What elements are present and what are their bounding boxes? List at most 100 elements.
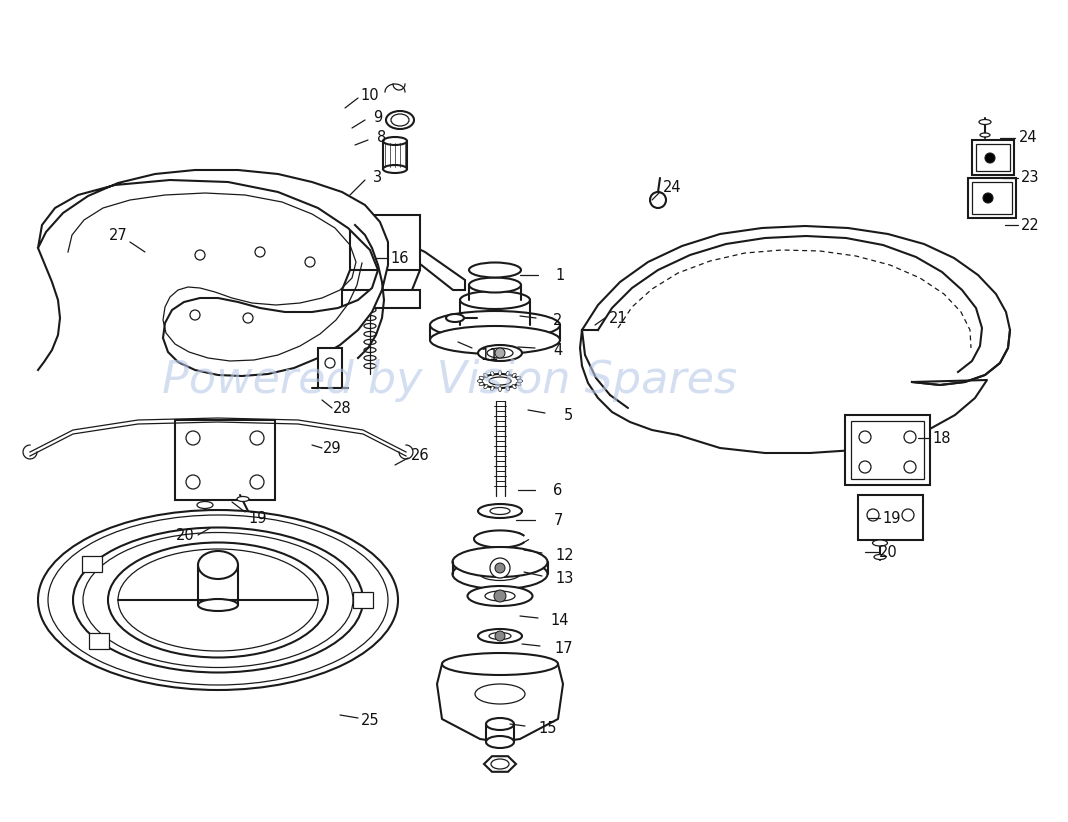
Circle shape bbox=[325, 358, 335, 368]
Circle shape bbox=[305, 257, 315, 267]
Ellipse shape bbox=[499, 371, 502, 376]
Bar bbox=[175, 420, 274, 500]
Ellipse shape bbox=[475, 684, 525, 704]
Text: 14: 14 bbox=[551, 612, 569, 627]
Text: 13: 13 bbox=[555, 570, 575, 585]
Ellipse shape bbox=[487, 348, 513, 358]
Text: 8: 8 bbox=[377, 131, 387, 145]
Text: 7: 7 bbox=[553, 512, 563, 528]
Ellipse shape bbox=[383, 137, 407, 145]
Ellipse shape bbox=[874, 555, 886, 560]
Ellipse shape bbox=[516, 376, 521, 380]
Ellipse shape bbox=[469, 262, 521, 278]
Ellipse shape bbox=[386, 111, 414, 129]
Ellipse shape bbox=[364, 348, 376, 353]
Circle shape bbox=[250, 475, 264, 489]
Circle shape bbox=[983, 193, 993, 203]
Ellipse shape bbox=[364, 355, 376, 361]
Circle shape bbox=[904, 431, 916, 443]
Ellipse shape bbox=[446, 314, 464, 322]
Ellipse shape bbox=[490, 386, 494, 390]
Bar bbox=[90, 633, 109, 649]
Ellipse shape bbox=[38, 510, 398, 690]
Circle shape bbox=[250, 431, 264, 445]
Ellipse shape bbox=[364, 339, 376, 344]
Circle shape bbox=[902, 509, 914, 521]
Polygon shape bbox=[484, 756, 516, 772]
Ellipse shape bbox=[198, 599, 238, 611]
Circle shape bbox=[859, 461, 871, 473]
Polygon shape bbox=[377, 235, 465, 290]
Circle shape bbox=[490, 558, 511, 578]
Ellipse shape bbox=[460, 291, 530, 309]
Ellipse shape bbox=[383, 165, 407, 173]
Ellipse shape bbox=[453, 559, 548, 589]
Ellipse shape bbox=[480, 376, 484, 380]
Text: 12: 12 bbox=[555, 547, 575, 562]
Bar bbox=[318, 348, 342, 388]
Text: 22: 22 bbox=[1021, 218, 1039, 233]
Text: 27: 27 bbox=[109, 228, 127, 242]
Ellipse shape bbox=[108, 543, 328, 658]
Text: 6: 6 bbox=[553, 483, 563, 497]
Text: 9: 9 bbox=[374, 110, 382, 126]
Bar bbox=[350, 215, 420, 270]
Circle shape bbox=[494, 563, 505, 573]
Circle shape bbox=[362, 227, 374, 239]
Text: 15: 15 bbox=[538, 721, 557, 736]
Text: 24: 24 bbox=[662, 181, 681, 196]
Circle shape bbox=[650, 192, 666, 208]
Bar bbox=[972, 182, 1012, 214]
Ellipse shape bbox=[453, 547, 548, 577]
Bar bbox=[82, 556, 103, 572]
Ellipse shape bbox=[499, 386, 502, 391]
Ellipse shape bbox=[364, 307, 376, 312]
Ellipse shape bbox=[491, 759, 509, 769]
Polygon shape bbox=[38, 170, 388, 376]
Text: 1: 1 bbox=[555, 267, 565, 283]
Ellipse shape bbox=[430, 326, 560, 354]
Bar bbox=[858, 495, 923, 540]
Text: 20: 20 bbox=[879, 544, 897, 560]
Text: 19: 19 bbox=[883, 510, 901, 525]
Text: 10: 10 bbox=[361, 87, 379, 103]
Ellipse shape bbox=[469, 278, 521, 293]
Ellipse shape bbox=[478, 629, 522, 643]
Ellipse shape bbox=[490, 507, 511, 515]
Circle shape bbox=[859, 431, 871, 443]
Circle shape bbox=[190, 310, 200, 320]
Ellipse shape bbox=[506, 372, 509, 376]
Circle shape bbox=[494, 590, 506, 602]
Ellipse shape bbox=[486, 736, 514, 748]
Ellipse shape bbox=[512, 385, 516, 389]
Bar bbox=[851, 421, 924, 479]
Ellipse shape bbox=[516, 382, 521, 386]
Ellipse shape bbox=[117, 549, 318, 651]
Bar bbox=[354, 592, 373, 608]
Ellipse shape bbox=[197, 501, 213, 509]
Ellipse shape bbox=[442, 653, 557, 675]
Bar bbox=[968, 178, 1016, 218]
Ellipse shape bbox=[484, 385, 488, 389]
Text: 4: 4 bbox=[553, 343, 563, 358]
Text: 11: 11 bbox=[481, 348, 499, 363]
Text: 28: 28 bbox=[333, 400, 351, 415]
Text: 18: 18 bbox=[932, 431, 952, 446]
Circle shape bbox=[985, 153, 995, 163]
Circle shape bbox=[186, 431, 200, 445]
Text: Powered by Vision Spares: Powered by Vision Spares bbox=[162, 358, 738, 401]
Text: 3: 3 bbox=[374, 170, 382, 186]
Text: 21: 21 bbox=[609, 311, 627, 326]
Bar bbox=[976, 144, 1010, 171]
Ellipse shape bbox=[490, 372, 494, 376]
Bar bbox=[845, 415, 930, 485]
Ellipse shape bbox=[48, 515, 388, 685]
Ellipse shape bbox=[73, 528, 363, 672]
Circle shape bbox=[255, 247, 265, 257]
Ellipse shape bbox=[485, 591, 515, 601]
Ellipse shape bbox=[873, 540, 888, 546]
Text: 25: 25 bbox=[361, 713, 379, 727]
Ellipse shape bbox=[480, 567, 520, 580]
Ellipse shape bbox=[237, 496, 249, 501]
Ellipse shape bbox=[364, 363, 376, 368]
